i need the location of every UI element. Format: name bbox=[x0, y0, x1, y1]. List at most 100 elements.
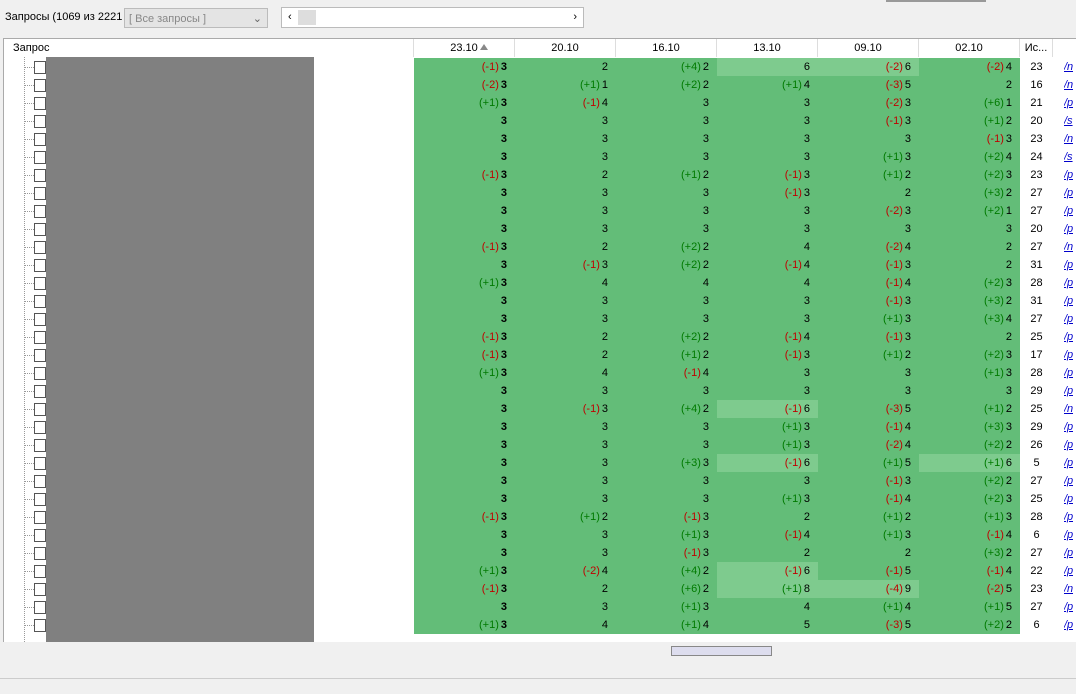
rank-cell: (-1) 3 bbox=[717, 346, 818, 364]
h-scrollbar[interactable]: ‹ › bbox=[281, 7, 584, 28]
url-link[interactable]: /p bbox=[1064, 169, 1074, 181]
rank-cell: (-1) 3 bbox=[818, 112, 919, 130]
url-link[interactable]: /p bbox=[1064, 205, 1074, 217]
column-header: 02.10 bbox=[919, 39, 1020, 57]
rank-cell: 3 bbox=[616, 112, 717, 130]
url-link[interactable]: /p bbox=[1064, 565, 1074, 577]
rank-cell: 3 bbox=[717, 472, 818, 490]
rank-value: 3 bbox=[702, 187, 709, 199]
rank-value: 3 bbox=[500, 493, 507, 505]
rank-delta: (+1) bbox=[681, 349, 701, 361]
rank-value: 3 bbox=[803, 493, 810, 505]
url-link[interactable]: /p bbox=[1064, 313, 1074, 325]
rank-value: 3 bbox=[500, 313, 507, 325]
rank-value: 2 bbox=[1005, 619, 1012, 631]
rank-cell: 2 bbox=[818, 184, 919, 202]
rank-delta: (+4) bbox=[681, 61, 701, 73]
url-link[interactable]: /s bbox=[1064, 115, 1073, 127]
url-link[interactable]: /n bbox=[1064, 583, 1074, 595]
url-link[interactable]: /p bbox=[1064, 367, 1074, 379]
rank-delta: (+3) bbox=[984, 547, 1004, 559]
rank-cell: 3 bbox=[616, 148, 717, 166]
url-link[interactable]: /p bbox=[1064, 421, 1074, 433]
rank-cell: 2 bbox=[515, 328, 616, 346]
url-link[interactable]: /p bbox=[1064, 619, 1074, 631]
rank-cell: 3 bbox=[515, 310, 616, 328]
rank-value: 2 bbox=[601, 511, 608, 523]
rank-cell: (+2) 2 bbox=[616, 256, 717, 274]
tree-branch bbox=[24, 427, 34, 428]
url-link[interactable]: /p bbox=[1064, 187, 1074, 199]
url-link[interactable]: /n bbox=[1064, 133, 1074, 145]
url-link[interactable]: /p bbox=[1064, 439, 1074, 451]
tree-branch bbox=[24, 283, 34, 284]
rank-delta: (+2) bbox=[681, 79, 701, 91]
rank-delta: (-1) bbox=[481, 583, 499, 595]
rank-value: 5 bbox=[1005, 583, 1012, 595]
rank-delta: (+1) bbox=[479, 367, 499, 379]
url-link[interactable]: /p bbox=[1064, 601, 1074, 613]
rank-delta: (+2) bbox=[984, 619, 1004, 631]
rank-value: 3 bbox=[904, 223, 911, 235]
url-link[interactable]: /p bbox=[1064, 457, 1074, 469]
url-link[interactable]: /p bbox=[1064, 547, 1074, 559]
url-link[interactable]: /p bbox=[1064, 259, 1074, 271]
rank-value: 3 bbox=[500, 79, 507, 91]
count-cell: 28 bbox=[1030, 367, 1043, 379]
rank-value: 2 bbox=[1005, 475, 1012, 487]
url-link[interactable]: /n bbox=[1064, 61, 1074, 73]
rank-value: 1 bbox=[601, 79, 608, 91]
rank-cell: (+1) 3 bbox=[717, 490, 818, 508]
rank-delta: (-1) bbox=[683, 511, 701, 523]
rank-cell: 3 bbox=[414, 526, 515, 544]
rank-value: 3 bbox=[601, 421, 608, 433]
rank-cell: (-1) 3 bbox=[919, 130, 1020, 148]
rank-value: 3 bbox=[702, 133, 709, 145]
url-link[interactable]: /p bbox=[1064, 223, 1074, 235]
row-icon bbox=[34, 223, 46, 236]
url-link[interactable]: /p bbox=[1064, 385, 1074, 397]
rank-delta: (-2) bbox=[885, 97, 903, 109]
rank-value: 3 bbox=[500, 259, 507, 271]
rank-cell: 3 bbox=[515, 202, 616, 220]
url-link[interactable]: /n bbox=[1064, 241, 1074, 253]
row-icon bbox=[34, 295, 46, 308]
splitter[interactable] bbox=[671, 646, 772, 656]
url-link[interactable]: /p bbox=[1064, 97, 1074, 109]
rank-value: 5 bbox=[803, 619, 810, 631]
rank-value: 2 bbox=[1005, 295, 1012, 307]
url-link[interactable]: /n bbox=[1064, 79, 1074, 91]
column-header: 09.10 bbox=[818, 39, 919, 57]
rank-cell: 3 bbox=[616, 220, 717, 238]
column-header: 23.10 bbox=[414, 39, 515, 57]
row-icon bbox=[34, 601, 46, 614]
rank-cell: 4 bbox=[515, 274, 616, 292]
url-link[interactable]: /p bbox=[1064, 295, 1074, 307]
rank-value: 2 bbox=[1005, 115, 1012, 127]
rank-delta: (+1) bbox=[883, 313, 903, 325]
rank-value: 2 bbox=[1005, 439, 1012, 451]
rank-cell: 3 bbox=[717, 130, 818, 148]
rank-value: 2 bbox=[1005, 403, 1012, 415]
url-link[interactable]: /p bbox=[1064, 349, 1074, 361]
rank-cell: (-1) 5 bbox=[818, 562, 919, 580]
rank-cell: (-2) 3 bbox=[818, 202, 919, 220]
url-link[interactable]: /p bbox=[1064, 475, 1074, 487]
rank-cell: 2 bbox=[515, 58, 616, 76]
rank-cell: (-1) 4 bbox=[919, 562, 1020, 580]
rank-delta: (+1) bbox=[681, 619, 701, 631]
url-link[interactable]: /p bbox=[1064, 331, 1074, 343]
rank-value: 3 bbox=[803, 97, 810, 109]
url-link[interactable]: /s bbox=[1064, 151, 1073, 163]
url-link[interactable]: /p bbox=[1064, 511, 1074, 523]
rank-cell: 3 bbox=[818, 220, 919, 238]
rank-value: 2 bbox=[601, 583, 608, 595]
url-link[interactable]: /p bbox=[1064, 493, 1074, 505]
rank-cell: (-2) 4 bbox=[919, 58, 1020, 76]
url-link[interactable]: /p bbox=[1064, 529, 1074, 541]
url-link[interactable]: /n bbox=[1064, 403, 1074, 415]
url-link[interactable]: /p bbox=[1064, 277, 1074, 289]
rank-value: 4 bbox=[601, 277, 608, 289]
filter-dropdown[interactable]: [ Все запросы ] ⌄ bbox=[124, 8, 268, 28]
rank-value: 3 bbox=[601, 115, 608, 127]
